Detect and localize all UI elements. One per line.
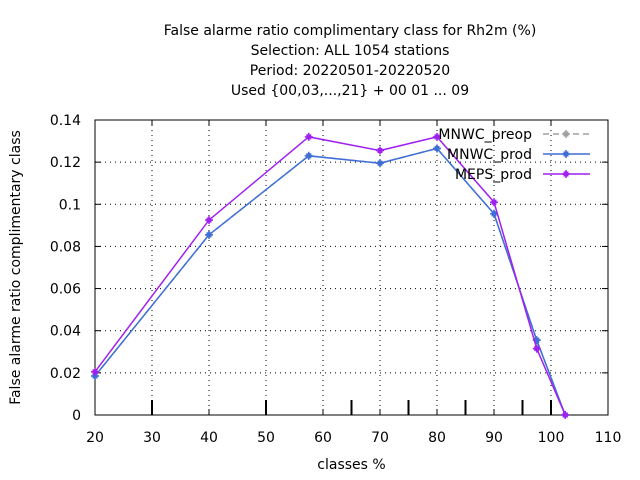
data-point (91, 367, 99, 376)
title-line: Selection: ALL 1054 stations (251, 43, 450, 59)
x-tick-label: 50 (257, 430, 275, 446)
data-point (376, 159, 384, 168)
legend-marker (562, 170, 570, 178)
data-point (205, 230, 213, 239)
x-tick-label: 70 (371, 430, 389, 446)
marker-box (434, 134, 440, 140)
x-tick-label: 20 (86, 430, 104, 446)
marker-box (92, 369, 98, 375)
series (91, 132, 570, 419)
y-tick-label: 0.12 (50, 155, 81, 171)
series-line (94, 147, 566, 416)
x-tick-label: 100 (538, 430, 565, 446)
x-tick-label: 40 (200, 430, 218, 446)
legend-label: MNWC_preop (438, 127, 532, 143)
legend-label: MNWC_prod (447, 147, 532, 163)
marker-box (563, 131, 569, 137)
legend-label: MEPS_prod (455, 167, 532, 183)
marker-box (491, 211, 497, 217)
marker-box (92, 373, 98, 379)
x-tick-label: 80 (428, 430, 446, 446)
data-point (532, 344, 541, 353)
series-line (94, 147, 566, 416)
y-tick-label: 0.1 (59, 197, 81, 213)
marker-box (434, 145, 440, 151)
plot-frame (94, 119, 609, 416)
legend-marker (562, 130, 570, 138)
y-tick-label: 0.06 (50, 282, 81, 298)
y-tick-label: 0 (72, 408, 81, 424)
data-point (433, 132, 441, 141)
data-point (376, 146, 384, 155)
marker-box (563, 151, 569, 157)
marker-box (491, 199, 497, 205)
data-point (561, 411, 570, 419)
data-point (433, 144, 441, 153)
data-point (304, 151, 313, 160)
legend-marker (562, 150, 570, 158)
data-point (304, 132, 313, 141)
x-tick-label: 110 (595, 430, 622, 446)
marker-box (306, 134, 312, 140)
marker-box (534, 346, 540, 352)
data-point (490, 198, 498, 207)
data-point (205, 216, 213, 225)
x-axis-label: classes % (317, 457, 385, 473)
x-tick-label: 90 (485, 430, 503, 446)
x-tick-label: 30 (143, 430, 161, 446)
chart-title: False alarme ratio complimentary class f… (164, 23, 537, 99)
marker-box (377, 160, 383, 166)
marker-box (377, 148, 383, 154)
title-line: False alarme ratio complimentary class f… (164, 23, 537, 39)
marker-box (306, 153, 312, 159)
x-tick-label: 60 (314, 430, 332, 446)
y-axis-label: False alarme ratio complimentary class (8, 130, 24, 405)
series-line (94, 136, 566, 416)
y-tick-label: 0.02 (50, 366, 81, 382)
y-tick-label: 0.14 (50, 113, 81, 129)
marker-box (562, 412, 568, 418)
title-line: Used {00,03,...,21} + 00 01 ... 09 (231, 83, 469, 99)
axis-ticks: 20 30 40 50 60 70 80 90 100 110 0 0.02 0.04 0.06 0.08 0… (50, 113, 622, 446)
y-tick-label: 0.04 (50, 324, 81, 340)
marker-box (206, 232, 212, 238)
grid (95, 120, 608, 415)
marker-box (563, 171, 569, 177)
marker-box (534, 337, 540, 343)
y-tick-label: 0.08 (50, 239, 81, 255)
marker-box (206, 217, 212, 223)
series-MEPS_prod (91, 132, 570, 419)
legend: MNWC_preop MNWC_prod MEPS_prod (438, 127, 590, 183)
title-line: Period: 20220501-20220520 (250, 63, 450, 79)
